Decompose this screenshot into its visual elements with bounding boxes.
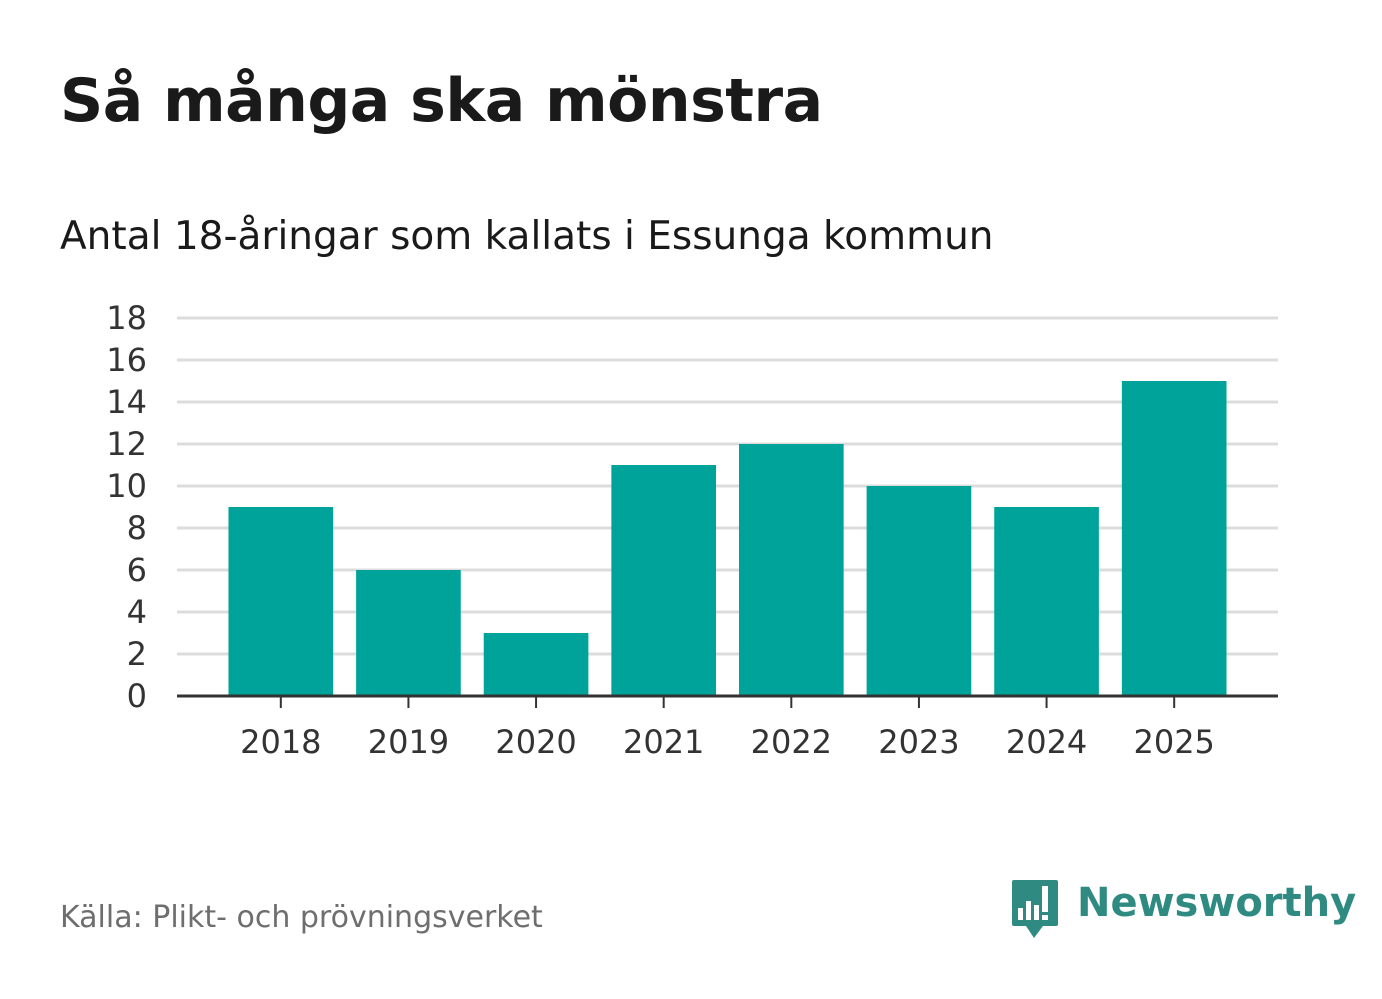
y-tick-label: 18	[106, 299, 147, 337]
x-tick-label: 2019	[368, 723, 449, 761]
y-tick-label: 10	[106, 467, 147, 505]
y-tick-label: 2	[127, 635, 147, 673]
x-tick-label: 2021	[623, 723, 704, 761]
y-tick-label: 0	[127, 677, 147, 715]
x-tick-label: 2024	[1006, 723, 1087, 761]
bar-2022	[738, 444, 844, 696]
y-tick-label: 16	[106, 341, 147, 379]
chart-subtitle: Antal 18-åringar som kallats i Essunga k…	[60, 214, 994, 259]
bar-2023	[866, 486, 972, 696]
y-axis-labels: 0 2 4 6 8 10 12 14 16 18	[106, 299, 147, 715]
x-tick-label: 2023	[878, 723, 959, 761]
source-note: Källa: Plikt- och prövningsverket	[60, 900, 543, 935]
x-tick-label: 2020	[495, 723, 576, 761]
brand-logo: Newsworthy	[1010, 878, 1356, 940]
gridlines	[177, 316, 1278, 656]
x-tick-label: 2018	[240, 723, 321, 761]
bar-2021	[611, 465, 717, 696]
bar-2020	[483, 633, 589, 696]
y-tick-label: 12	[106, 425, 147, 463]
bar-2025	[1121, 381, 1227, 696]
bar-2024	[994, 507, 1099, 696]
y-tick-label: 8	[127, 509, 147, 547]
chart-title: Så många ska mönstra	[60, 66, 823, 136]
x-axis-ticks	[279, 696, 1176, 708]
bar-2018	[228, 507, 334, 696]
x-tick-label: 2022	[751, 723, 832, 761]
y-tick-label: 14	[106, 383, 147, 421]
bar-2019	[356, 570, 461, 696]
y-tick-label: 4	[127, 593, 147, 631]
newsworthy-logo-icon	[1012, 880, 1058, 938]
bar-series	[228, 381, 1227, 696]
brand-name: Newsworthy	[1077, 880, 1357, 926]
y-tick-label: 6	[127, 551, 147, 589]
x-axis-labels: 2018 2019 2020 2021 2022 2023 2024 2025	[240, 723, 1215, 761]
x-tick-label: 2025	[1133, 723, 1214, 761]
